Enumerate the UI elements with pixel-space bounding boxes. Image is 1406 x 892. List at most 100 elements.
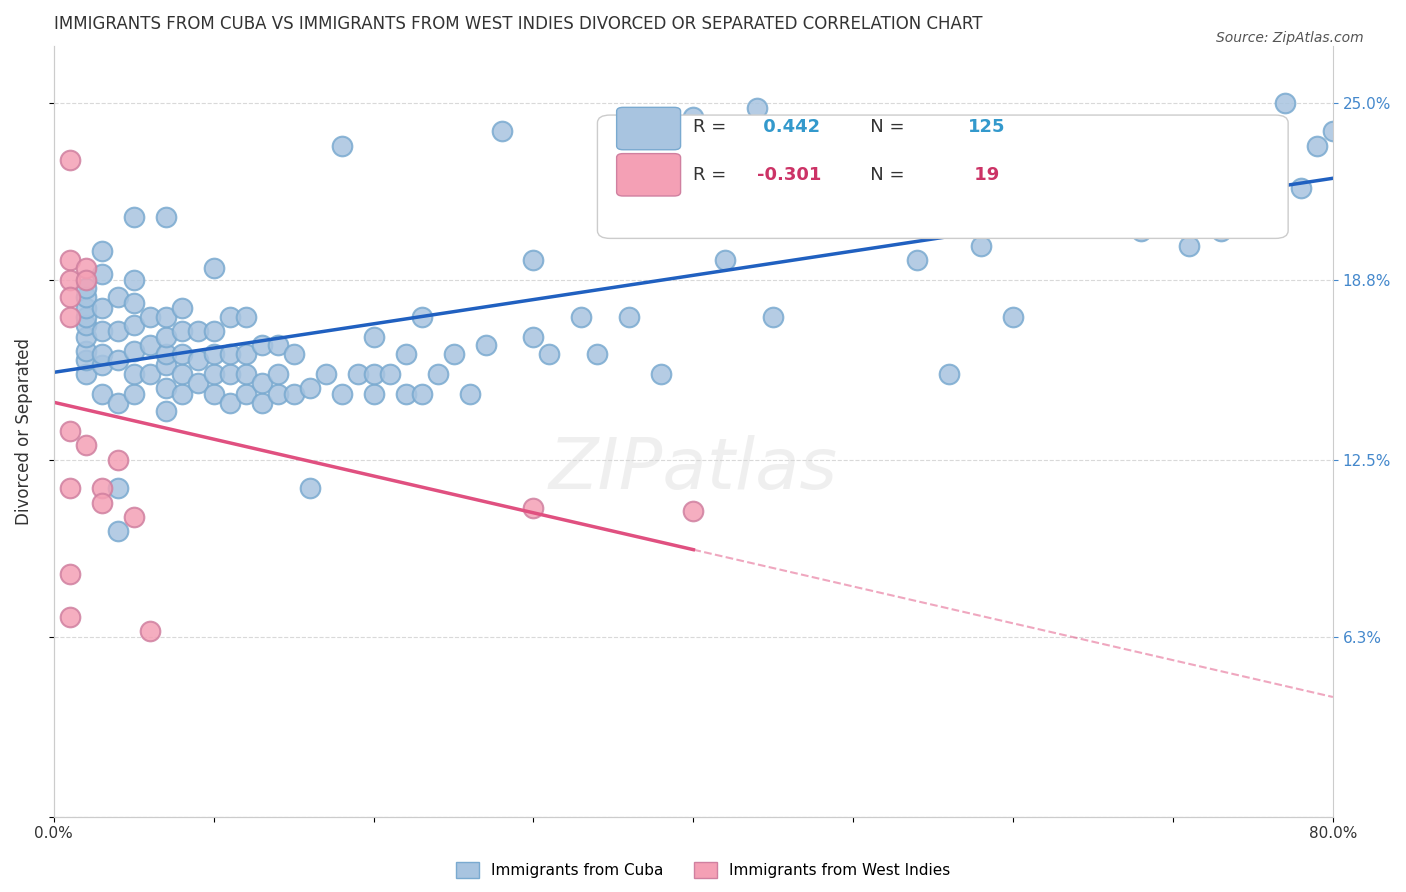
Point <box>75 330 97 344</box>
Point <box>235 310 257 324</box>
Legend: Immigrants from Cuba, Immigrants from West Indies: Immigrants from Cuba, Immigrants from We… <box>450 856 956 884</box>
Point <box>1258 195 1281 210</box>
Point <box>747 102 769 116</box>
FancyBboxPatch shape <box>617 107 681 150</box>
Point <box>330 138 353 153</box>
Point <box>905 252 928 267</box>
Point <box>346 367 368 381</box>
Point <box>90 359 112 373</box>
Point <box>59 424 82 438</box>
Point <box>458 387 481 401</box>
Point <box>682 504 704 518</box>
Point <box>59 252 82 267</box>
Point <box>762 310 785 324</box>
Point <box>1098 138 1121 153</box>
Point <box>122 318 145 333</box>
Point <box>538 347 561 361</box>
Point <box>394 347 416 361</box>
Point <box>810 195 832 210</box>
Point <box>170 387 193 401</box>
Point <box>75 310 97 324</box>
Point <box>218 310 240 324</box>
Point <box>202 367 225 381</box>
Point <box>107 324 129 338</box>
Point <box>155 404 177 418</box>
Point <box>235 367 257 381</box>
Point <box>139 338 162 352</box>
Point <box>75 438 97 452</box>
Point <box>75 261 97 276</box>
Point <box>90 347 112 361</box>
Point <box>75 290 97 304</box>
Point <box>1066 195 1088 210</box>
Point <box>59 310 82 324</box>
Point <box>187 376 209 390</box>
Point <box>1226 195 1249 210</box>
Point <box>59 273 82 287</box>
Point <box>202 347 225 361</box>
Point <box>75 273 97 287</box>
Text: Source: ZipAtlas.com: Source: ZipAtlas.com <box>1216 31 1364 45</box>
Point <box>202 324 225 338</box>
Point <box>90 495 112 509</box>
Text: 125: 125 <box>969 118 1005 136</box>
Point <box>298 381 321 395</box>
Text: N =: N = <box>853 166 911 184</box>
Point <box>522 501 544 516</box>
Point <box>474 338 496 352</box>
Point <box>139 367 162 381</box>
Point <box>107 395 129 409</box>
Point <box>218 367 240 381</box>
Point <box>411 387 433 401</box>
Point <box>426 367 449 381</box>
Point <box>842 153 865 167</box>
Point <box>139 310 162 324</box>
Text: R =: R = <box>693 166 733 184</box>
Point <box>90 481 112 495</box>
Text: 19: 19 <box>969 166 1000 184</box>
Point <box>443 347 465 361</box>
Y-axis label: Divorced or Separated: Divorced or Separated <box>15 338 32 524</box>
Point <box>139 624 162 638</box>
Point <box>75 318 97 333</box>
Text: IMMIGRANTS FROM CUBA VS IMMIGRANTS FROM WEST INDIES DIVORCED OR SEPARATED CORREL: IMMIGRANTS FROM CUBA VS IMMIGRANTS FROM … <box>53 15 983 33</box>
Point <box>266 387 288 401</box>
Point <box>491 124 513 138</box>
Point <box>394 387 416 401</box>
Point <box>1002 310 1025 324</box>
Point <box>170 367 193 381</box>
Point <box>59 290 82 304</box>
Point <box>90 324 112 338</box>
Point <box>714 252 737 267</box>
Point <box>1033 195 1056 210</box>
Point <box>938 367 960 381</box>
Point <box>75 344 97 359</box>
Point <box>363 387 385 401</box>
Point <box>170 301 193 316</box>
Point <box>250 338 273 352</box>
Point <box>122 344 145 359</box>
Point <box>122 295 145 310</box>
Point <box>218 395 240 409</box>
Point <box>266 367 288 381</box>
Text: R =: R = <box>693 118 733 136</box>
Point <box>75 301 97 316</box>
Point <box>619 310 641 324</box>
Point <box>283 387 305 401</box>
Point <box>107 481 129 495</box>
Point <box>90 267 112 281</box>
Point <box>155 210 177 224</box>
Point <box>586 347 609 361</box>
Point <box>155 330 177 344</box>
Point <box>266 338 288 352</box>
Point <box>59 566 82 581</box>
Point <box>235 387 257 401</box>
Point <box>1178 238 1201 252</box>
Point <box>202 261 225 276</box>
FancyBboxPatch shape <box>598 115 1288 238</box>
Point <box>122 367 145 381</box>
Point <box>363 367 385 381</box>
Point <box>155 347 177 361</box>
Point <box>122 387 145 401</box>
Point <box>378 367 401 381</box>
